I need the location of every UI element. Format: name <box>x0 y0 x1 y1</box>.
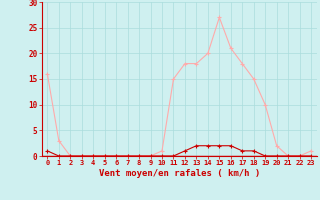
X-axis label: Vent moyen/en rafales ( km/h ): Vent moyen/en rafales ( km/h ) <box>99 169 260 178</box>
